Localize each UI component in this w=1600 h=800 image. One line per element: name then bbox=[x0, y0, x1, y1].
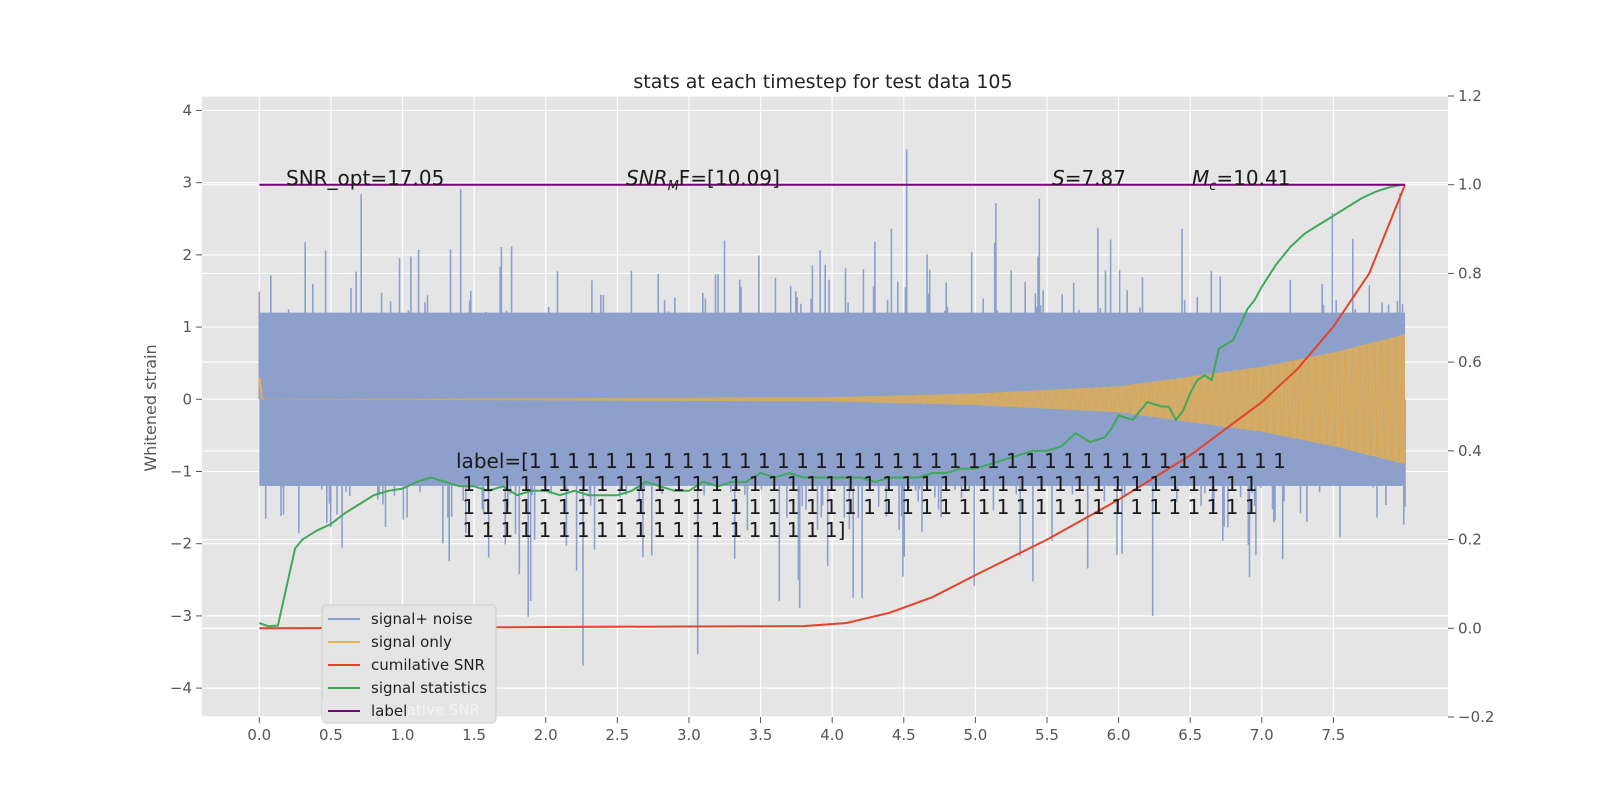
s-value: =7.87 bbox=[1065, 166, 1126, 190]
legend-label: cumilative SNR bbox=[371, 656, 485, 674]
legend-overlay bbox=[322, 700, 402, 722]
snr-mf-annotation: SNRMF=[10.09] bbox=[626, 166, 780, 194]
mc-value: =10.41 bbox=[1216, 166, 1290, 190]
mc-annotation: Mc=10.41 bbox=[1192, 166, 1290, 194]
x-tick-label: 0.0 bbox=[247, 726, 271, 744]
label-line-4: 1 1 1 1 1 1 1 1 1 1 1 1 1 1 1 1 1 1 1 1] bbox=[456, 518, 845, 542]
snr-mf-symbol: SNR bbox=[626, 166, 668, 190]
y-tick-label: −4 bbox=[170, 679, 192, 697]
y2-tick-label: −0.2 bbox=[1458, 708, 1494, 726]
y2-tick-label: 0.8 bbox=[1458, 264, 1482, 282]
x-tick-label: 1.0 bbox=[391, 726, 415, 744]
mc-symbol: M bbox=[1192, 166, 1209, 190]
legend-label: signal statistics bbox=[371, 679, 487, 697]
label-line-3: 1 1 1 1 1 1 1 1 1 1 1 1 1 1 1 1 1 1 1 1 … bbox=[456, 495, 1257, 519]
y2-tick-label: 0.2 bbox=[1458, 531, 1482, 549]
line-series bbox=[258, 183, 1406, 630]
y-tick-label: 3 bbox=[182, 174, 192, 192]
y-axis-right: −0.2 0.0 0.2 0.4 0.6 0.8 1.0 1.2 bbox=[1448, 87, 1494, 726]
x-tick-label: 3.5 bbox=[749, 726, 773, 744]
x-tick-label: 7.0 bbox=[1250, 726, 1274, 744]
s-annotation: S=7.87 bbox=[1052, 166, 1126, 190]
y2-tick-label: 1.0 bbox=[1458, 176, 1482, 194]
legend-label: signal+ noise bbox=[371, 610, 473, 628]
y-tick-label: −2 bbox=[170, 535, 192, 553]
y-axis-left: −4 −3 −2 −1 0 1 2 3 4 bbox=[170, 101, 202, 697]
cumulative-snr-line bbox=[259, 184, 1406, 630]
signal-statistics-line bbox=[258, 183, 1403, 628]
legend-label: signal only bbox=[371, 633, 452, 651]
mc-subscript: c bbox=[1209, 179, 1216, 194]
legend-box bbox=[321, 604, 497, 724]
x-tick-label: 4.0 bbox=[820, 726, 844, 744]
snr-opt-annotation: SNR_opt=17.05 bbox=[286, 166, 444, 190]
x-tick-label: 6.5 bbox=[1178, 726, 1202, 744]
x-tick-label: 5.0 bbox=[963, 726, 987, 744]
y-tick-label: −3 bbox=[170, 607, 192, 625]
y-tick-label: 4 bbox=[182, 101, 192, 119]
x-tick-label: 0.5 bbox=[319, 726, 343, 744]
legend: cumilative SNR signal+ noise signal only c… bbox=[321, 604, 497, 724]
x-tick-label: 2.5 bbox=[605, 726, 629, 744]
signal-only-envelope bbox=[259, 334, 1405, 465]
signal-only-start bbox=[258, 377, 264, 400]
legend-items: signal+ noise signal only cumilative SNR si… bbox=[328, 610, 487, 720]
x-tick-label: 7.5 bbox=[1321, 726, 1345, 744]
x-tick-label: 5.5 bbox=[1035, 726, 1059, 744]
y-tick-label: 1 bbox=[182, 318, 192, 336]
label-line-1: label=[1 1 1 1 1 1 1 1 1 1 1 1 1 1 1 1 1… bbox=[456, 449, 1286, 473]
signal-only-series bbox=[258, 334, 1406, 465]
x-tick-label: 3.0 bbox=[677, 726, 701, 744]
chart-title: stats at each timestep for test data 105 bbox=[633, 71, 1012, 93]
y2-tick-label: 0.6 bbox=[1458, 353, 1482, 371]
y2-tick-label: 1.2 bbox=[1458, 87, 1482, 105]
legend-label: label bbox=[371, 702, 407, 720]
snr-mf-subscript: M bbox=[668, 179, 679, 194]
x-axis: 0.0 0.5 1.0 1.5 2.0 2.5 3.0 3.5 4.0 4.5 5.0 5.5 6.0 6… bbox=[247, 717, 1345, 744]
x-tick-label: 4.5 bbox=[892, 726, 916, 744]
label-line-2: 1 1 1 1 1 1 1 1 1 1 1 1 1 1 1 1 1 1 1 1 … bbox=[456, 472, 1257, 496]
y-tick-label: −1 bbox=[170, 462, 192, 480]
label-annotation: label=[1 1 1 1 1 1 1 1 1 1 1 1 1 1 1 1 1… bbox=[456, 449, 1286, 542]
y-tick-label: 0 bbox=[182, 390, 192, 408]
x-tick-label: 2.0 bbox=[534, 726, 558, 744]
s-symbol: S bbox=[1052, 166, 1065, 190]
signal-only-line bbox=[259, 337, 1406, 462]
y2-tick-label: 0.4 bbox=[1458, 442, 1482, 460]
x-tick-label: 6.0 bbox=[1107, 726, 1131, 744]
y2-tick-label: 0.0 bbox=[1458, 619, 1482, 637]
y-axis-label: Whitened strain bbox=[141, 344, 160, 471]
snr-mf-value: F=[10.09] bbox=[679, 166, 780, 190]
y-tick-label: 2 bbox=[182, 246, 192, 264]
x-tick-label: 1.5 bbox=[462, 726, 486, 744]
